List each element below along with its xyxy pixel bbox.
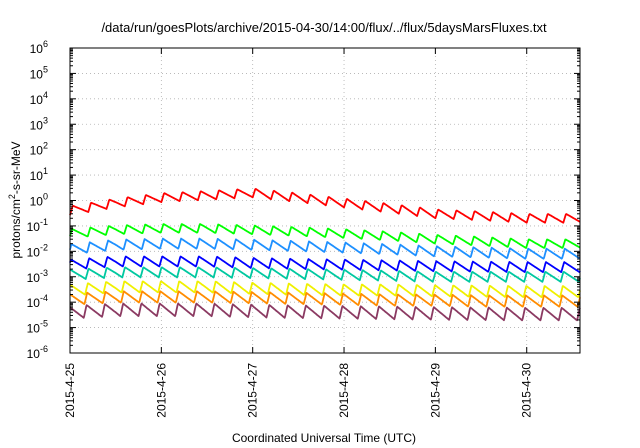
y-axis-label: protons/cm2-s-sr-MeV: [7, 141, 23, 258]
y-tick-label: 102: [30, 141, 48, 158]
y-tick-label: 10-1: [27, 217, 48, 234]
x-tick-label: 2015-4-30: [520, 363, 534, 418]
y-tick-label: 103: [30, 115, 48, 132]
x-tick-label: 2015-4-25: [63, 363, 77, 418]
y-tick-label: 100: [30, 192, 48, 209]
series-line-6: [69, 280, 581, 298]
series-line-2: [69, 223, 581, 249]
grid: [70, 48, 580, 353]
series-line-5: [69, 266, 581, 283]
series-line-3: [69, 237, 581, 260]
y-axis-label-sup: 2: [7, 194, 17, 199]
series-group: [69, 188, 581, 322]
series-line-7: [69, 290, 581, 308]
y-tick-label: 10-3: [27, 268, 48, 285]
y-tick-label: 10-6: [27, 344, 48, 361]
y-tick-label: 106: [30, 39, 48, 56]
x-tick-label: 2015-4-27: [246, 363, 260, 418]
y-tick-label: 10-5: [27, 319, 48, 336]
series-line-1: [69, 188, 581, 224]
y-tick-label: 10-2: [27, 242, 48, 259]
y-axis-label-base: protons/cm: [9, 199, 23, 258]
x-tick-label: 2015-4-26: [154, 363, 168, 418]
x-tick-label: 2015-4-28: [337, 363, 351, 418]
x-axis-label: Coordinated Universal Time (UTC): [232, 431, 416, 445]
y-tick-label: 101: [30, 166, 48, 183]
x-tick-label: 2015-4-29: [428, 363, 442, 418]
series-line-4: [69, 255, 581, 273]
series-line-8: [69, 302, 581, 322]
chart-title: /data/run/goesPlots/archive/2015-04-30/1…: [101, 20, 547, 35]
y-tick-label: 104: [30, 90, 48, 107]
y-axis-label-rest: -s-sr-MeV: [9, 141, 23, 194]
ticks: 10-6 10-5 10-4 10-3 10-2 10-1 100 101 102 103 104 1…: [27, 39, 580, 418]
y-tick-label: 105: [30, 64, 48, 81]
y-tick-label: 10-4: [27, 293, 48, 310]
